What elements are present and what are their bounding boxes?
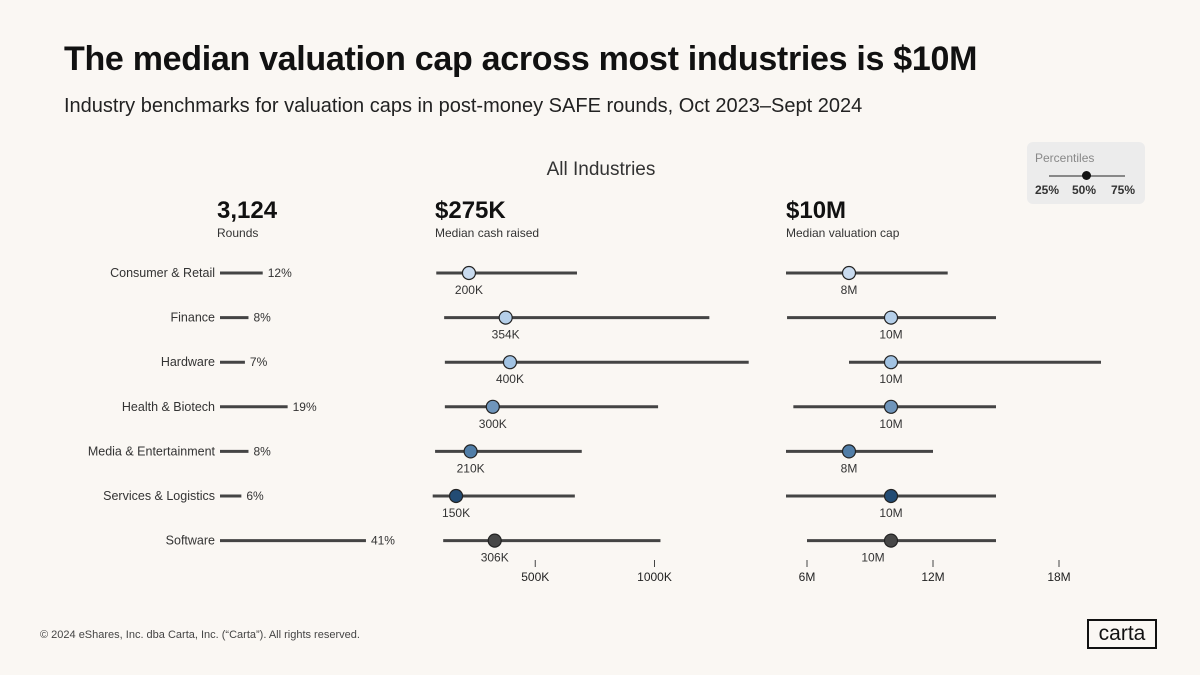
rounds-share-label: 41% xyxy=(371,534,395,548)
cap-median-label: 10M xyxy=(879,417,902,431)
industry-label: Media & Entertainment xyxy=(88,444,216,458)
rounds-share-label: 6% xyxy=(246,489,264,503)
percentile-legend: Percentiles 25% 50% 75% xyxy=(1027,142,1145,204)
legend-label-75: 75% xyxy=(1111,183,1136,197)
cap-axis-tick-label: 12M xyxy=(921,570,944,584)
rounds-sublabel: Rounds xyxy=(217,226,258,240)
cash-median-label: 400K xyxy=(496,372,524,386)
cash-median-label: 354K xyxy=(492,328,520,342)
cash-median-label: 210K xyxy=(457,461,485,475)
cap-median-dot xyxy=(841,265,857,281)
cash-median-dot xyxy=(487,533,502,548)
cap-median-label: 10M xyxy=(861,551,884,565)
cap-median-label: 10M xyxy=(879,506,902,520)
rounds-share-label: 7% xyxy=(250,355,268,369)
copyright-footer: © 2024 eShares, Inc. dba Carta, Inc. (“C… xyxy=(40,629,360,641)
legend-label-25: 25% xyxy=(1035,183,1060,197)
carta-logo[interactable]: carta xyxy=(1087,619,1157,649)
cap-median-dot xyxy=(841,444,857,459)
cash-axis-tick-label: 500K xyxy=(521,570,549,584)
cash-headline: $275K xyxy=(435,197,506,224)
industry-label: Consumer & Retail xyxy=(110,266,215,280)
cash-median-dot xyxy=(463,444,478,459)
industry-label: Health & Biotech xyxy=(122,400,215,414)
cap-axis-tick-label: 6M xyxy=(799,570,816,584)
cap-sublabel: Median valuation cap xyxy=(786,226,900,240)
rounds-share-label: 8% xyxy=(253,311,271,325)
rounds-share-label: 12% xyxy=(268,266,292,280)
cap-median-dot xyxy=(883,488,899,504)
cap-median-dot xyxy=(883,310,899,325)
cap-median-dot xyxy=(883,533,899,548)
cash-median-dot xyxy=(461,265,477,281)
rounds-share-label: 19% xyxy=(293,400,317,414)
industry-label: Services & Logistics xyxy=(103,489,215,503)
cap-axis-tick-label: 18M xyxy=(1047,570,1070,584)
cap-median-label: 8M xyxy=(841,283,858,297)
industry-label: Software xyxy=(166,534,215,548)
cash-median-dot xyxy=(448,488,464,504)
cash-median-dot xyxy=(498,310,513,325)
cash-median-dot xyxy=(502,355,518,370)
cash-median-label: 300K xyxy=(479,417,507,431)
page-title: The median valuation cap across most ind… xyxy=(64,40,978,78)
page-subtitle: Industry benchmarks for valuation caps i… xyxy=(64,95,863,117)
cap-median-label: 10M xyxy=(879,328,902,342)
cash-median-label: 306K xyxy=(481,551,509,565)
cap-median-dot xyxy=(883,399,899,414)
cap-median-label: 10M xyxy=(879,372,902,386)
industry-label: Hardware xyxy=(161,355,215,369)
rounds-share-label: 8% xyxy=(253,444,271,458)
cash-median-dot xyxy=(485,399,500,414)
legend-label-50: 50% xyxy=(1072,183,1097,197)
panel-title: All Industries xyxy=(547,159,656,180)
cap-median-dot xyxy=(883,355,899,370)
legend-median-dot xyxy=(1082,171,1091,180)
rounds-headline: 3,124 xyxy=(217,197,278,224)
cash-axis-tick-label: 1000K xyxy=(637,570,672,584)
cash-median-label: 150K xyxy=(442,506,470,520)
legend-title: Percentiles xyxy=(1035,151,1095,165)
industry-label: Finance xyxy=(171,311,216,325)
cash-median-label: 200K xyxy=(455,283,483,297)
cap-median-label: 8M xyxy=(841,461,858,475)
cap-headline: $10M xyxy=(786,197,846,224)
cash-sublabel: Median cash raised xyxy=(435,226,539,240)
